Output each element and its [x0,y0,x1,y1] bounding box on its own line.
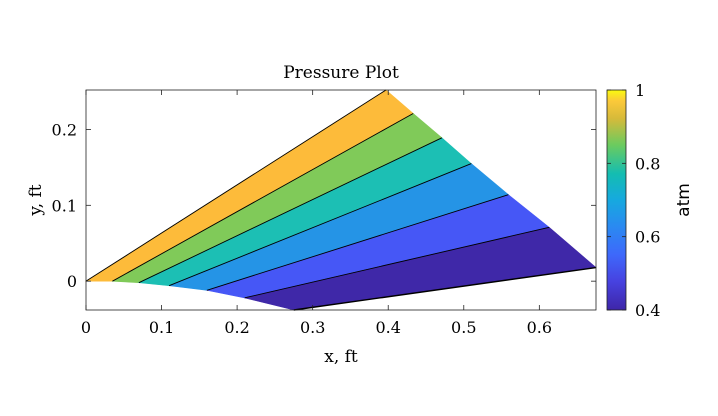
x-tick-label: 0 [81,318,91,337]
contour-lines [85,89,597,311]
y-tick-label: 0 [67,272,77,291]
contour-line-0.5 [244,226,550,299]
x-tick-label: 0.3 [300,318,325,337]
colorbar-tick-label: 1 [635,81,645,100]
y-tick-label: 0.2 [52,120,77,139]
contour-line-0.6 [206,194,509,291]
y-axis-label: y, ft [26,184,46,216]
x-tick-label: 0.1 [149,318,174,337]
domain-edge-lower [293,266,597,311]
domain-edge-upper [85,89,387,282]
x-axis-label: x, ft [324,347,358,367]
colorbar [606,89,627,311]
contour-line-0.7 [168,163,472,287]
plot-area-frame [85,89,597,311]
colorbar-ticks: 0.4 0.6 0.8 1 [607,81,660,320]
x-tick-label: 0.2 [224,318,249,337]
colorbar-tick-label: 0.4 [635,301,660,320]
contour-line-0.9 [112,113,414,282]
x-tick-label: 0.5 [451,318,476,337]
contour-bands [84,89,597,311]
x-tick-label: 0.4 [375,318,400,337]
x-axis-ticks: 0 0.1 0.2 0.3 0.4 0.5 0.6 [81,90,552,337]
colorbar-label: atm [674,183,694,217]
colorbar-tick-label: 0.8 [635,154,660,173]
y-tick-label: 0.1 [52,196,77,215]
x-tick-label: 0.6 [527,318,552,337]
contour-line-0.8 [138,137,443,284]
y-axis-ticks: 0 0.1 0.2 [52,120,596,291]
chart-title: Pressure Plot [283,63,399,83]
colorbar-tick-label: 0.6 [635,228,660,247]
